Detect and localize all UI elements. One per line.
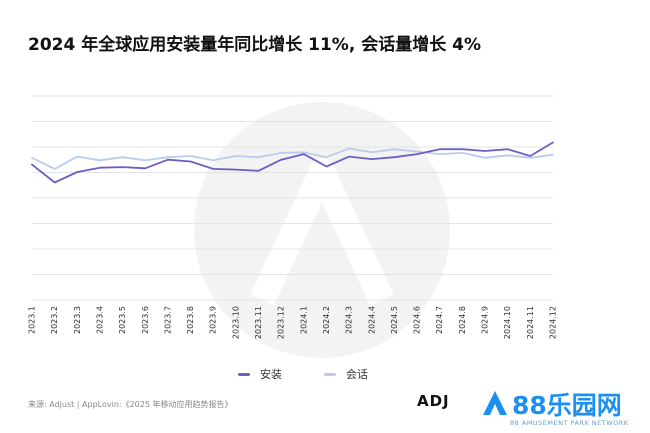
chart-series — [31, 141, 554, 184]
chart-title: 2024 年全球应用安装量年同比增长 11%, 会话量增长 4% — [28, 35, 481, 55]
legend-label-installs: 安装 — [260, 368, 282, 381]
x-tick-label: 2023.7 — [163, 306, 172, 334]
x-tick-label: 2023.8 — [186, 306, 195, 334]
x-tick-label: 2024.9 — [481, 306, 490, 334]
x-tick-label: 2024.7 — [435, 306, 444, 334]
series-line-1 — [31, 147, 554, 170]
x-tick-label: 2023.3 — [73, 306, 82, 334]
legend-swatch-installs — [238, 372, 250, 376]
x-tick-label: 2023.1 — [28, 306, 37, 334]
x-tick-label: 2023.6 — [141, 306, 150, 334]
x-tick-label: 2024.5 — [390, 306, 399, 334]
brand-logo: 88乐园网 88 AMUSEMENT PARK NETWORK — [480, 386, 640, 430]
series-line-0 — [31, 141, 554, 184]
x-tick-label: 2024.2 — [322, 306, 331, 334]
line-chart: 2023.1 2023.2 2023.3 2023.4 2023.5 2023.6 2023… — [28, 95, 558, 358]
legend-item-sessions: 会话 — [324, 366, 368, 382]
x-tick-label: 2024.12 — [549, 306, 558, 339]
source-note: 来源: Adjust | AppLovin:《2025 年移动应用趋势报告》 — [28, 400, 233, 409]
x-tick-label: 2023.2 — [50, 306, 59, 334]
chart-legend: 安装 会话 — [238, 366, 368, 382]
x-tick-label: 2023.10 — [231, 306, 240, 339]
adjust-logo: ADJ — [417, 392, 450, 410]
legend-swatch-sessions — [324, 372, 336, 376]
brand-mark-icon — [483, 391, 507, 415]
x-tick-label: 2024.6 — [413, 306, 422, 334]
brand-subtitle: 88 AMUSEMENT PARK NETWORK — [510, 419, 629, 427]
x-tick-label: 2023.4 — [96, 306, 105, 334]
x-tick-label: 2024.8 — [458, 306, 467, 334]
chart-grid — [32, 95, 553, 301]
legend-label-sessions: 会话 — [346, 368, 368, 381]
x-tick-label: 2023.9 — [209, 306, 218, 334]
x-tick-label: 2024.1 — [299, 306, 308, 334]
x-tick-label: 2024.10 — [503, 306, 512, 339]
x-tick-label: 2023.12 — [277, 306, 286, 339]
x-axis-ticks: 2023.1 2023.2 2023.3 2023.4 2023.5 2023.6 2023… — [28, 306, 558, 339]
x-tick-label: 2023.5 — [118, 306, 127, 334]
brand-name: 88乐园网 — [512, 391, 622, 420]
x-tick-label: 2024.11 — [526, 306, 535, 339]
x-tick-label: 2024.3 — [345, 306, 354, 334]
legend-item-installs: 安装 — [238, 366, 282, 382]
x-tick-label: 2023.11 — [254, 306, 263, 339]
x-tick-label: 2024.4 — [367, 306, 376, 334]
